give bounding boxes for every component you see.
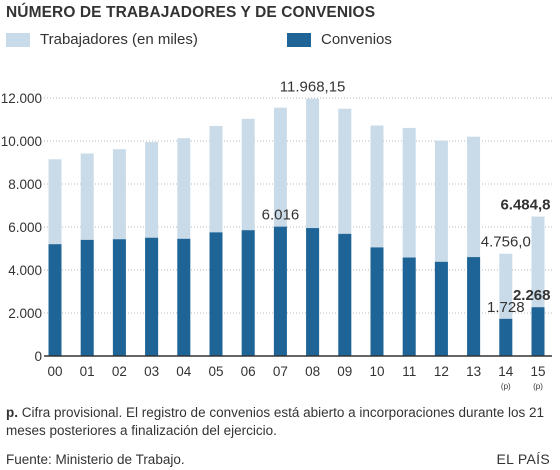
bar-convenios (273, 226, 287, 356)
data-label: 4.756,0 (481, 234, 531, 251)
x-tick-label: 05 (208, 364, 223, 379)
x-tick-label: 00 (47, 364, 62, 379)
data-label: 6.484,8 (500, 197, 550, 214)
bar-chart: 0 2.000 4.000 6.000 8.000 10.000 12.000 00 01 02 0… (1, 79, 552, 391)
bar-convenios (531, 307, 545, 356)
x-tick-note: (p) (533, 382, 543, 391)
y-tick-label: 0 (34, 349, 42, 364)
bar-convenios (306, 228, 320, 356)
footnote-text: Cifra provisional. El registro de conven… (6, 405, 545, 438)
y-tick-label: 10.000 (1, 134, 42, 149)
x-tick-label: 01 (80, 364, 95, 379)
y-tick-label: 8.000 (8, 177, 42, 192)
data-label: 1.728 (487, 299, 525, 316)
legend-item-trabajadores: Trabajadores (en miles) (6, 31, 198, 48)
brand-logo: EL PAÍS (496, 451, 550, 467)
bar-convenios (80, 239, 94, 356)
bar-convenios (338, 233, 352, 356)
bar-convenios (467, 257, 481, 356)
source-note: Fuente: Ministerio de Trabajo. (6, 452, 185, 467)
legend-item-convenios: Convenios (287, 31, 392, 48)
x-tick-label: 13 (466, 364, 481, 379)
bar-convenios (370, 247, 384, 356)
x-tick-note: (p) (501, 382, 511, 391)
bar-convenios (241, 230, 255, 356)
y-tick-label: 2.000 (8, 306, 42, 321)
x-tick-label: 04 (176, 364, 192, 379)
x-tick-label: 14 (498, 364, 514, 379)
y-tick-label: 4.000 (8, 263, 42, 278)
legend-label-convenios: Convenios (321, 31, 392, 48)
bar-convenios (402, 257, 416, 356)
data-label: 2.268 (513, 287, 551, 304)
y-tick-label: 6.000 (8, 220, 42, 235)
bar-convenios (48, 244, 62, 356)
x-tick-label: 15 (530, 364, 545, 379)
data-label: 6.016 (262, 207, 300, 224)
x-tick-label: 03 (144, 364, 159, 379)
chart-title: NÚMERO DE TRABAJADORES Y DE CONVENIOS (6, 4, 376, 21)
data-label: 11.968,15 (280, 79, 346, 96)
y-tick-label: 12.000 (1, 91, 42, 106)
bar-convenios (177, 238, 191, 356)
footnote-marker: p. (6, 405, 18, 420)
bar-convenios (112, 239, 126, 356)
bar-convenios (209, 232, 223, 356)
footnote: p. Cifra provisional. El registro de con… (6, 404, 551, 440)
legend-swatch-convenios (287, 32, 311, 47)
bar-convenios (145, 237, 159, 356)
x-tick-label: 06 (241, 364, 256, 379)
legend-label-trabajadores: Trabajadores (en miles) (40, 31, 198, 48)
x-tick-label: 12 (434, 364, 449, 379)
bar-convenios (499, 318, 513, 356)
x-tick-label: 08 (305, 364, 320, 379)
x-tick-label: 11 (402, 364, 416, 379)
x-tick-label: 09 (337, 364, 352, 379)
legend-swatch-trabajadores (6, 32, 30, 47)
bar-convenios (434, 261, 448, 356)
x-tick-label: 07 (273, 364, 288, 379)
x-tick-label: 02 (112, 364, 127, 379)
x-tick-label: 10 (369, 364, 384, 379)
